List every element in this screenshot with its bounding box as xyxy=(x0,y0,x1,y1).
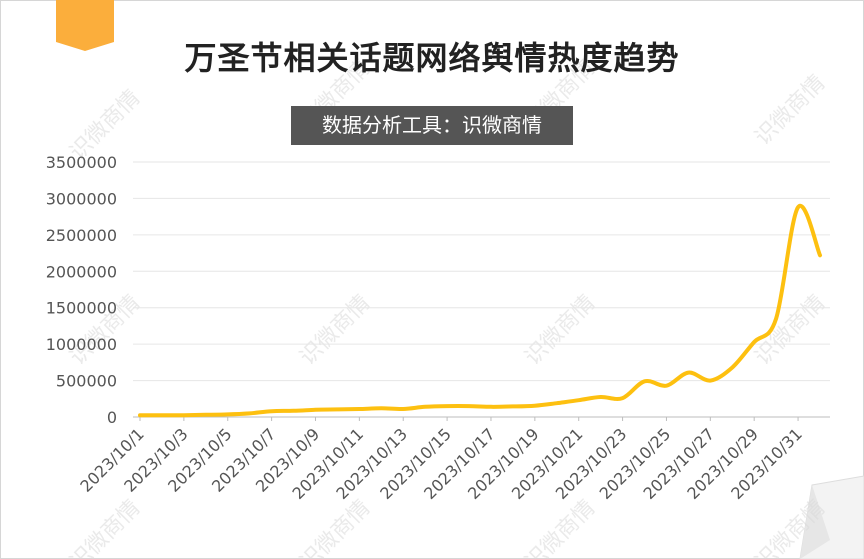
watermark-text: 识微商情 xyxy=(295,495,375,559)
y-tick-label: 2500000 xyxy=(46,226,117,245)
y-tick-label: 3500000 xyxy=(46,153,117,172)
series-line xyxy=(138,203,822,418)
y-tick-label: 1500000 xyxy=(46,299,117,318)
y-tick-label: 3000000 xyxy=(46,189,117,208)
watermark-text: 识微商情 xyxy=(750,70,830,150)
page-curl-fold xyxy=(800,485,830,559)
y-axis: 0 500000 1000000 1500000 2000000 2500000 30000… xyxy=(46,153,117,427)
watermark-text: 识微商情 xyxy=(520,495,600,559)
y-tick-label: 0 xyxy=(107,408,117,427)
y-tick-label: 500000 xyxy=(56,372,117,391)
series-layer xyxy=(138,203,822,418)
chart-subtitle: 数据分析工具：识微商情 xyxy=(291,106,573,145)
watermark-text: 识微商情 xyxy=(520,290,600,370)
watermark-text: 识微商情 xyxy=(65,495,145,559)
y-tick-label: 1000000 xyxy=(46,335,117,354)
watermark-text: 识微商情 xyxy=(295,290,375,370)
ribbon-tag xyxy=(56,0,114,51)
watermark-text: 识微商情 xyxy=(750,290,830,370)
x-axis: 2023/10/12023/10/32023/10/52023/10/72023… xyxy=(76,416,830,503)
chart-title: 万圣节相关话题网络舆情热度趋势 xyxy=(184,39,680,77)
grid-lines xyxy=(133,161,830,382)
y-tick-label: 2000000 xyxy=(46,262,117,281)
